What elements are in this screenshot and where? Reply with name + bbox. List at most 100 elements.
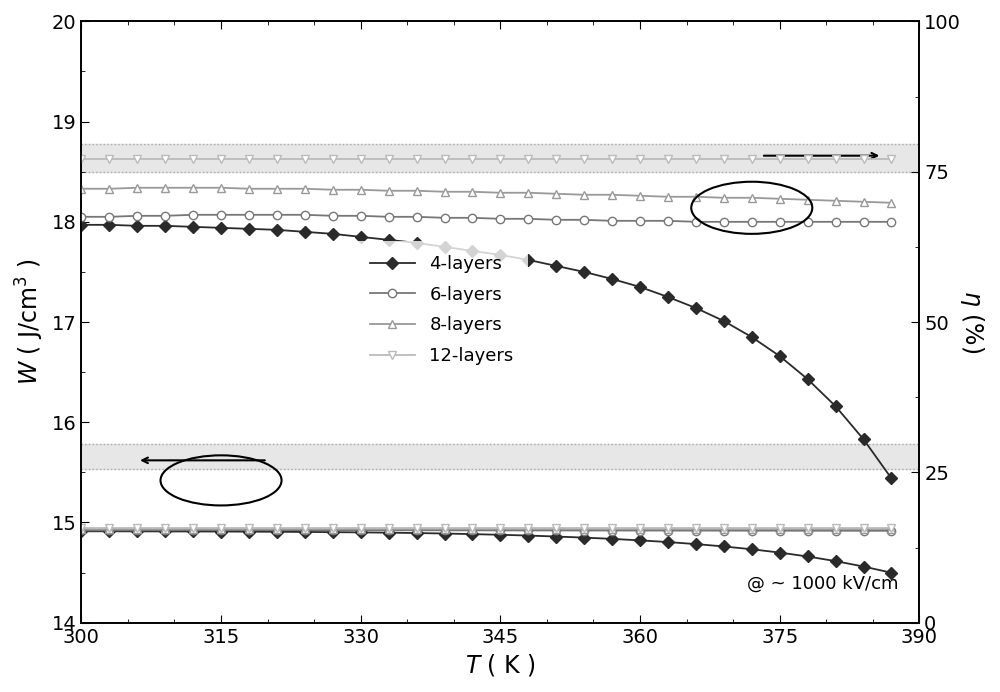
- 12-layers: [634, 154, 646, 163]
- Line: 8-layers: 8-layers: [77, 183, 896, 207]
- 12-layers: [187, 154, 199, 163]
- 8-layers: [75, 185, 87, 193]
- 6-layers: [690, 218, 702, 226]
- 12-layers: [885, 154, 897, 163]
- 6-layers: [718, 218, 730, 226]
- 8-layers: [550, 190, 562, 198]
- 4-layers: [718, 317, 730, 325]
- 12-layers: [802, 154, 814, 163]
- 8-layers: [187, 183, 199, 192]
- 6-layers: [299, 210, 311, 219]
- 12-layers: [327, 154, 339, 163]
- 4-layers: [690, 304, 702, 312]
- 6-layers: [774, 218, 786, 226]
- 12-layers: [522, 154, 534, 163]
- 6-layers: [830, 218, 842, 226]
- 4-layers: [885, 474, 897, 482]
- 6-layers: [606, 217, 618, 225]
- 12-layers: [131, 154, 143, 163]
- 4-layers: [494, 251, 506, 259]
- 6-layers: [885, 218, 897, 226]
- 6-layers: [439, 214, 451, 222]
- 4-layers: [187, 223, 199, 231]
- 6-layers: [634, 217, 646, 225]
- 6-layers: [746, 218, 758, 226]
- 8-layers: [494, 189, 506, 197]
- 6-layers: [858, 218, 870, 226]
- 8-layers: [131, 183, 143, 192]
- 12-layers: [75, 154, 87, 163]
- 12-layers: [355, 154, 367, 163]
- 6-layers: [75, 212, 87, 221]
- 4-layers: [299, 228, 311, 236]
- 6-layers: [466, 214, 478, 222]
- 6-layers: [187, 210, 199, 219]
- 4-layers: [550, 262, 562, 270]
- 12-layers: [411, 154, 423, 163]
- 8-layers: [858, 198, 870, 206]
- 4-layers: [439, 243, 451, 251]
- 12-layers: [690, 154, 702, 163]
- 4-layers: [746, 333, 758, 341]
- 12-layers: [103, 154, 115, 163]
- 6-layers: [662, 217, 674, 225]
- 8-layers: [215, 183, 227, 192]
- 4-layers: [215, 224, 227, 232]
- 6-layers: [522, 215, 534, 223]
- 8-layers: [439, 188, 451, 196]
- 6-layers: [215, 210, 227, 219]
- 8-layers: [774, 194, 786, 203]
- 8-layers: [466, 188, 478, 196]
- Y-axis label: $\eta$ (%): $\eta$ (%): [958, 291, 986, 354]
- Legend: 4-layers, 6-layers, 8-layers, 12-layers: 4-layers, 6-layers, 8-layers, 12-layers: [355, 241, 528, 379]
- 4-layers: [411, 239, 423, 247]
- 12-layers: [746, 154, 758, 163]
- 4-layers: [243, 225, 255, 233]
- 6-layers: [550, 216, 562, 224]
- 12-layers: [578, 154, 590, 163]
- 12-layers: [494, 154, 506, 163]
- 8-layers: [103, 185, 115, 193]
- 4-layers: [131, 221, 143, 230]
- 4-layers: [383, 236, 395, 244]
- 8-layers: [885, 199, 897, 207]
- 8-layers: [299, 185, 311, 193]
- 12-layers: [774, 154, 786, 163]
- 8-layers: [271, 185, 283, 193]
- 8-layers: [383, 187, 395, 195]
- 4-layers: [662, 293, 674, 301]
- 4-layers: [830, 402, 842, 410]
- 8-layers: [411, 187, 423, 195]
- 6-layers: [103, 212, 115, 221]
- 8-layers: [830, 197, 842, 205]
- 4-layers: [159, 221, 171, 230]
- 12-layers: [858, 154, 870, 163]
- 4-layers: [606, 275, 618, 283]
- 4-layers: [327, 230, 339, 238]
- 12-layers: [662, 154, 674, 163]
- 12-layers: [299, 154, 311, 163]
- 12-layers: [830, 154, 842, 163]
- 4-layers: [578, 268, 590, 276]
- Text: @ ~ 1000 kV/cm: @ ~ 1000 kV/cm: [747, 574, 898, 592]
- 8-layers: [634, 192, 646, 200]
- 6-layers: [271, 210, 283, 219]
- Bar: [81, 444, 919, 469]
- 4-layers: [271, 226, 283, 234]
- 4-layers: [466, 247, 478, 255]
- Bar: [81, 144, 919, 172]
- 8-layers: [327, 185, 339, 194]
- 6-layers: [802, 218, 814, 226]
- 12-layers: [243, 154, 255, 163]
- 4-layers: [522, 256, 534, 264]
- 6-layers: [383, 212, 395, 221]
- 12-layers: [439, 154, 451, 163]
- 6-layers: [159, 212, 171, 220]
- 8-layers: [606, 190, 618, 199]
- 6-layers: [131, 212, 143, 220]
- 4-layers: [774, 352, 786, 361]
- 4-layers: [355, 233, 367, 241]
- Line: 4-layers: 4-layers: [77, 221, 896, 482]
- 12-layers: [271, 154, 283, 163]
- 8-layers: [578, 190, 590, 199]
